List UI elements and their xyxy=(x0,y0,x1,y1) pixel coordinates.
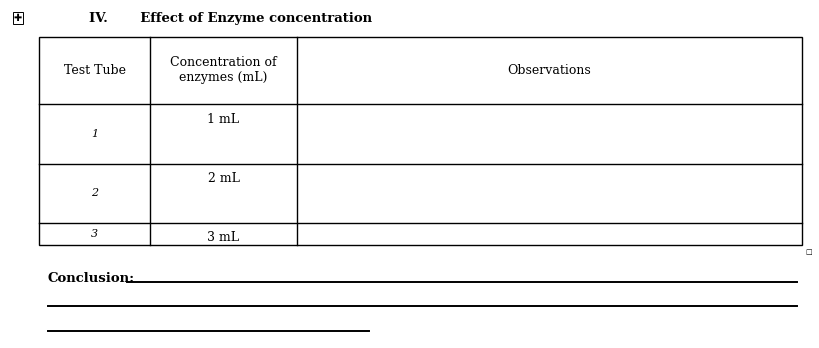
Text: Conclusion:: Conclusion: xyxy=(48,272,134,285)
Text: 3: 3 xyxy=(91,229,98,239)
Text: 3 mL: 3 mL xyxy=(207,231,239,244)
Text: 1 mL: 1 mL xyxy=(207,113,239,126)
Text: 2 mL: 2 mL xyxy=(207,172,239,185)
Text: Concentration of
enzymes (mL): Concentration of enzymes (mL) xyxy=(170,56,277,85)
Text: Test Tube: Test Tube xyxy=(64,64,125,77)
Text: IV.       Effect of Enzyme concentration: IV. Effect of Enzyme concentration xyxy=(88,12,371,25)
Bar xyxy=(39,37,801,245)
Text: ✚: ✚ xyxy=(14,14,22,23)
Text: 2: 2 xyxy=(91,188,98,198)
Text: 1: 1 xyxy=(91,129,98,139)
Text: □: □ xyxy=(804,249,811,255)
Text: Observations: Observations xyxy=(507,64,590,77)
